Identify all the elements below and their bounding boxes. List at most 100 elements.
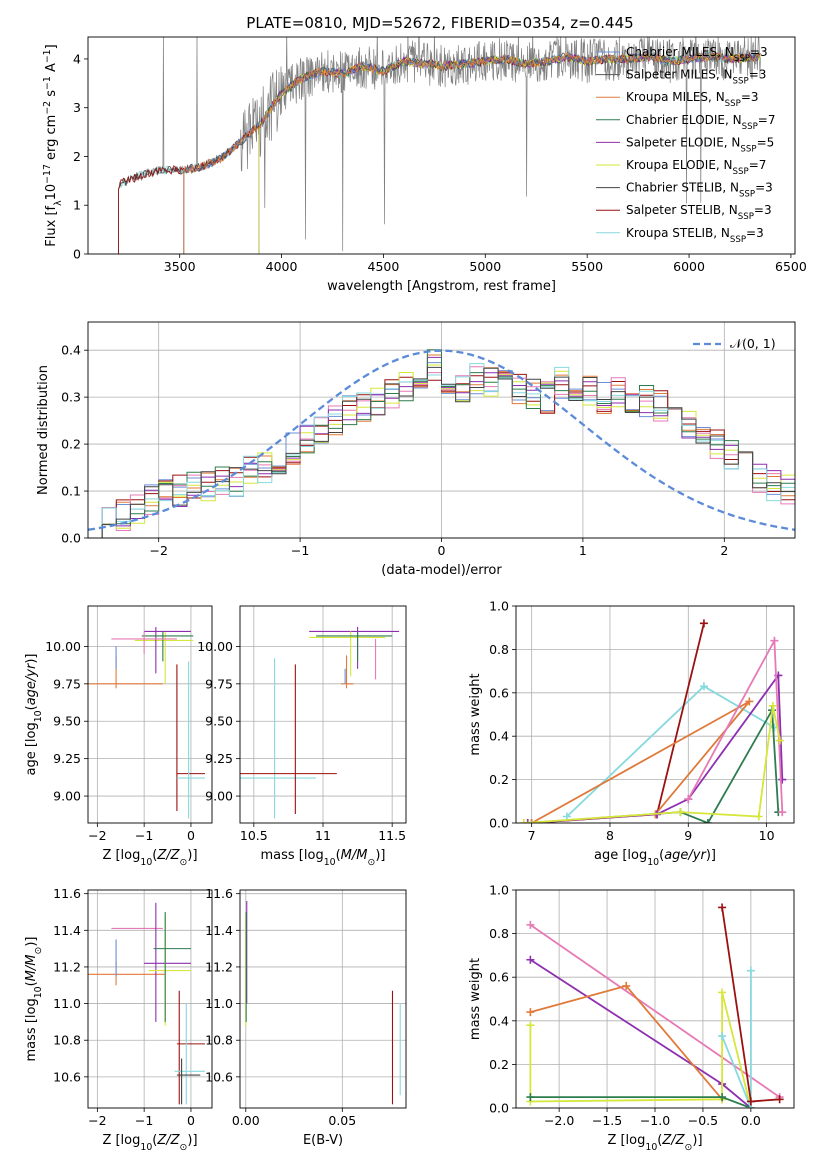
- legend-label-part: =7: [749, 158, 767, 172]
- weight-marker: [718, 988, 727, 997]
- y-tick-label: 2: [73, 149, 81, 164]
- legend-label-part: =3: [746, 226, 764, 240]
- legend-label-part: Kroupa STELIB,: [626, 226, 721, 240]
- x-axis-label: Z [log10(Z/Z⊙)]: [102, 848, 197, 868]
- weight-marker: [718, 903, 727, 912]
- y-axis-label-part: A: [44, 63, 59, 76]
- weight-marker: [718, 1093, 727, 1102]
- x-axis-label: Z [log10(Z/Z⊙)]: [102, 1133, 197, 1153]
- x-axis-label: E(B-V): [303, 1133, 343, 1148]
- y-tick-label: 11.0: [53, 996, 81, 1011]
- axes-frame: [87, 889, 213, 1109]
- y-tick-label: 3: [73, 100, 81, 115]
- y-tick-label: 0.6: [489, 685, 509, 700]
- x-tick-label: −1: [291, 543, 309, 558]
- x-tick-label: 0: [187, 1113, 195, 1128]
- x-axis-label-part: )]: [187, 1133, 197, 1148]
- legend-label-part: SSP: [740, 144, 756, 154]
- legend-label-part: Salpeter STELIB,: [626, 203, 729, 217]
- legend-label-part: SSP: [739, 190, 755, 200]
- residual-histogram: [101, 366, 795, 538]
- y-tick-label: 0: [73, 247, 81, 262]
- y-tick-label: 0.2: [489, 1057, 509, 1072]
- x-tick-label: 11: [315, 828, 331, 843]
- legend-label-part: SSP: [742, 122, 758, 132]
- y-tick-label: 9.50: [53, 714, 81, 729]
- x-axis-label-part: 10: [324, 857, 336, 868]
- x-axis-label-part: 10: [140, 857, 152, 868]
- y-axis-label-part: ]: [44, 44, 59, 49]
- legend-label-part: =5: [757, 135, 775, 149]
- weight-marker: [526, 1008, 535, 1017]
- legend-label-part: Salpeter ELODIE,: [626, 135, 731, 149]
- x-axis-label-part: )]: [706, 848, 716, 863]
- axes-frame: [239, 605, 407, 824]
- weight-marker: [778, 775, 787, 784]
- y-tick-label: 11.2: [53, 959, 81, 974]
- weight-marker: [526, 1093, 535, 1102]
- plot-area: [88, 902, 205, 1105]
- panel-residuals: −2 −1 0 1 2 0.0 0.1 0.2 0.3 0.4 (data-model)/error…: [36, 321, 796, 578]
- y-tick-label: 0.8: [489, 642, 509, 657]
- weight-marker: [523, 819, 532, 823]
- x-axis-label-part: )]: [375, 848, 385, 863]
- y-axis-label-part: )]: [24, 937, 39, 947]
- y-axis-label-part: −1: [42, 76, 53, 90]
- legend-label-part: N: [733, 113, 742, 127]
- y-axis-label-part: ⊙: [33, 947, 44, 955]
- y-tick-label: 0.2: [61, 437, 81, 452]
- axes-frame: [87, 605, 213, 824]
- legend-label-part: Chabrier STELIB,: [626, 181, 730, 195]
- legend-label: Salpeter STELIB, NSSP=3: [626, 203, 772, 222]
- y-tick-label: 10.8: [205, 1033, 233, 1048]
- y-axis-label-part: −1: [42, 49, 53, 63]
- y-tick-label: 0.4: [61, 343, 81, 358]
- weight-marker: [745, 697, 754, 706]
- x-tick-label: 9: [684, 828, 692, 843]
- y-tick-label: 0.4: [489, 1013, 509, 1028]
- x-tick-label: 10: [759, 828, 775, 843]
- plot-area: [88, 626, 205, 819]
- x-tick-label: 5000: [469, 259, 501, 274]
- legend-label-part: =3: [755, 181, 773, 195]
- y-tick-label: 11.0: [205, 996, 233, 1011]
- plot-area: [519, 619, 787, 823]
- x-tick-label: −2: [149, 543, 167, 558]
- legend-label-part: Salpeter MILES,: [626, 68, 724, 82]
- x-axis-label-part: )]: [187, 848, 197, 863]
- x-axis-label-part: (: [657, 1133, 662, 1148]
- legend-label: Salpeter ELODIE, NSSP=5: [626, 135, 774, 154]
- weight-marker: [718, 1032, 727, 1041]
- plot-area: [240, 626, 400, 819]
- x-tick-label: 8: [606, 828, 614, 843]
- x-axis-label-part: Z/Z: [156, 848, 180, 863]
- legend-label: 𝒩(0, 1): [730, 336, 776, 351]
- weight-marker: [699, 682, 708, 691]
- x-tick-label: −1.5: [592, 1113, 622, 1128]
- y-axis-label-part: )]: [24, 653, 39, 663]
- y-axis-label-part: erg cm: [44, 115, 59, 164]
- legend-label-part: Chabrier ELODIE,: [626, 113, 733, 127]
- x-tick-label: 11.5: [378, 828, 406, 843]
- legend-label-part: Kroupa ELODIE,: [626, 158, 724, 172]
- y-axis-label-part: Flux [f: [44, 205, 59, 246]
- y-axis-label-part: 10: [33, 710, 44, 722]
- legend-label-part: N: [724, 158, 733, 172]
- y-axis-label-part: 10: [44, 184, 59, 201]
- x-axis-label: age [log10(age/yr)]: [594, 848, 716, 868]
- x-tick-label: 7: [528, 828, 536, 843]
- legend-label-part: Kroupa MILES,: [626, 90, 716, 104]
- x-axis-label-part: Z [log: [102, 848, 140, 863]
- x-axis-label-part: ⊙: [685, 1142, 693, 1153]
- axes-frame: [87, 36, 796, 255]
- x-axis-label: Z [log10(Z/Z⊙)]: [607, 1133, 702, 1153]
- x-tick-label: −2.0: [544, 1113, 574, 1128]
- y-axis-label: mass weight: [468, 958, 483, 1040]
- x-tick-label: 0.00: [232, 1113, 260, 1128]
- y-tick-label: 0.4: [489, 729, 509, 744]
- y-tick-label: 0.6: [489, 970, 509, 985]
- x-axis-label-part: 10: [140, 1142, 152, 1153]
- x-tick-label: 3500: [164, 259, 196, 274]
- legend-label: Kroupa STELIB, NSSP=3: [626, 226, 764, 245]
